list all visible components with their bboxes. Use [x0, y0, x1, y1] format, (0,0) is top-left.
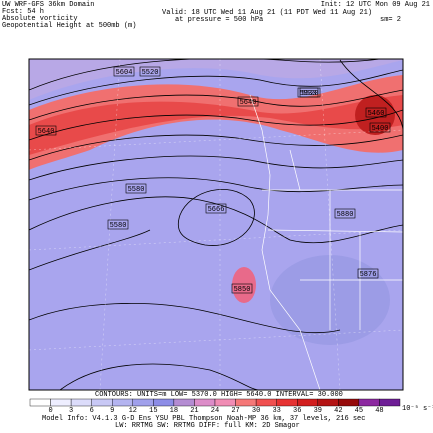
boundaries — [249, 94, 403, 390]
map-frame — [28, 58, 404, 391]
header-smooth: sm= 2 — [380, 16, 401, 24]
colorbar-swatch — [173, 398, 195, 407]
colorbar-tick-label: 9 — [110, 407, 114, 415]
vorticity-max — [355, 95, 395, 135]
header-valid: Valid: 18 UTC Wed 11 Aug 21 (11 PDT Wed … — [162, 9, 372, 17]
contour-label-box — [365, 107, 387, 118]
colorbar-tick-label: 30 — [252, 407, 260, 415]
colorbar-tick-label: 0 — [48, 407, 52, 415]
header-field: Absolute vorticity — [2, 15, 78, 23]
colorbar-tick-label: 39 — [314, 407, 322, 415]
colorbar-swatch — [70, 398, 92, 407]
contour-label-box — [369, 122, 391, 133]
colorbar-tick-label: 36 — [293, 407, 301, 415]
contour-label: 5640 — [240, 99, 257, 107]
header-field: Geopotential Height at 500mb (m) — [2, 22, 136, 30]
contour-label: 5880 — [337, 211, 354, 219]
colorbar-tick-label: 21 — [190, 407, 198, 415]
colorbar-unit: 10⁻⁵ s⁻¹ — [402, 405, 433, 413]
contour-label: 5933 — [300, 90, 317, 98]
contour-label-box — [113, 66, 135, 77]
contour-label: 5400 — [372, 125, 389, 133]
colorbar-tick-label: 24 — [211, 407, 219, 415]
colorbar-swatch — [297, 398, 318, 407]
colorbar-swatch — [255, 398, 277, 407]
colorbar-swatch — [29, 398, 51, 407]
header-pressure: at pressure = 500 hPa — [175, 16, 263, 24]
model-info: Model Info: V4.1.3 G-D Ens YSU PBL Thomp… — [42, 415, 365, 423]
colorbar-swatch — [132, 398, 154, 407]
vorticity-max — [232, 267, 256, 303]
header-fcst: Fcst: 54 h — [2, 8, 44, 16]
contour-label-box — [297, 87, 319, 98]
vorticity-core — [29, 95, 403, 155]
contour-label: 5850 — [234, 286, 251, 294]
contour-label: 5520 — [302, 90, 319, 98]
contour-label: 5640 — [38, 128, 55, 136]
contour-label-box — [35, 125, 57, 136]
contour-label: 5520 — [142, 69, 159, 77]
vorticity-region — [29, 59, 403, 100]
colorbar-tick-label: 6 — [90, 407, 94, 415]
colorbar-swatch — [194, 398, 216, 407]
contour-label: 5580 — [110, 222, 127, 230]
colorbar-swatch — [358, 398, 380, 407]
contour-label: 5580 — [128, 186, 145, 194]
graticule — [29, 59, 403, 390]
header-init: Init: 12 UTC Mon 09 Aug 21 — [321, 1, 430, 9]
colorbar-swatch — [276, 398, 298, 407]
contour-label: 5876 — [360, 271, 377, 279]
contour-label: 5666 — [208, 206, 225, 214]
colorbar-swatch — [338, 398, 360, 407]
colorbar-swatch — [235, 398, 257, 407]
colorbar-tick-label: 15 — [149, 407, 157, 415]
footer-contours: CONTOURS: UNITS=m LOW= 5370.0 HIGH= 5640… — [95, 391, 343, 399]
colorbar-swatch — [112, 398, 133, 407]
height-contours — [29, 59, 403, 390]
contour-label-box — [357, 268, 379, 279]
contour-label-box — [237, 96, 259, 107]
colorbar-swatch — [50, 398, 72, 407]
map — [28, 58, 404, 391]
colorbar-swatch — [153, 398, 175, 407]
colorbar-tick-label: 3 — [69, 407, 73, 415]
colorbar-swatch — [317, 398, 339, 407]
colorbar-tick-label: 33 — [272, 407, 280, 415]
contour-label-box — [205, 203, 227, 214]
contour-label-box — [125, 183, 147, 194]
colorbar-tick-label: 27 — [231, 407, 239, 415]
contour-label: 5604 — [116, 69, 133, 77]
colorbar-tick-label: 42 — [334, 407, 342, 415]
contour-label-box — [107, 219, 129, 230]
colorbar-swatch — [379, 398, 401, 407]
colorbar-tick-label: 48 — [375, 407, 383, 415]
header-model: UW WRF-GFS 36km Domain — [2, 1, 94, 9]
contour-label-box — [334, 208, 356, 219]
colorbar-tick-label: 45 — [355, 407, 363, 415]
colorbar-swatch — [214, 398, 236, 407]
contour-label-box — [231, 283, 253, 294]
model-info: LW: RRTMG SW: RRTMG DIFF: full KM: 2D Sm… — [115, 422, 300, 430]
contour-label: 5460 — [368, 110, 385, 118]
colorbar-tick-label: 12 — [129, 407, 137, 415]
colorbar-swatch — [91, 398, 113, 407]
contour-label-box — [139, 66, 161, 77]
colorbar-tick-label: 18 — [170, 407, 178, 415]
